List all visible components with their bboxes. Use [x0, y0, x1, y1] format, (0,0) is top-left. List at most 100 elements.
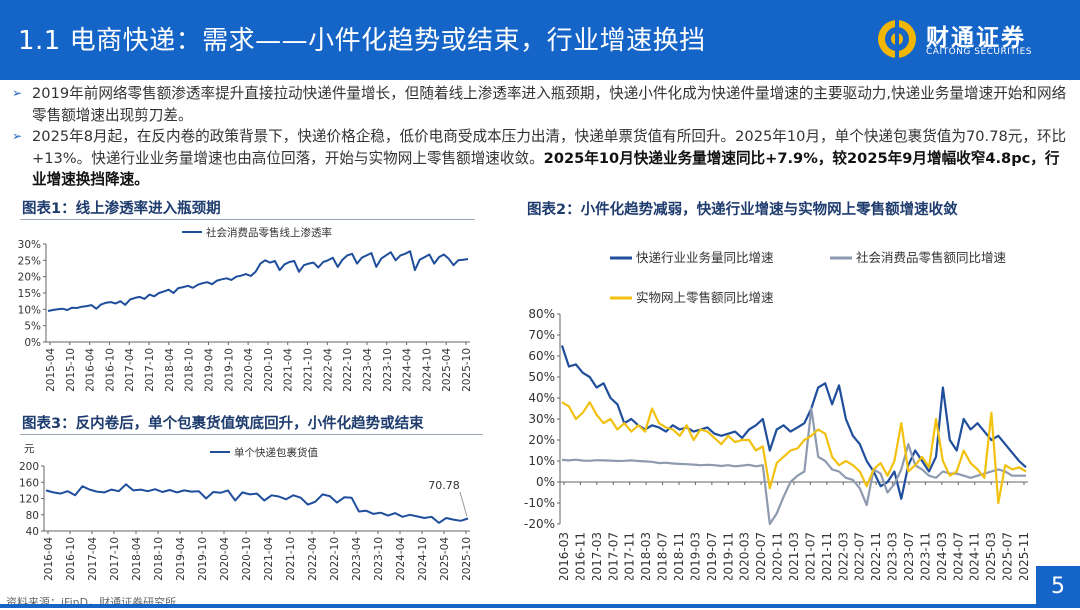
- x-tick-label: 2022-10: [329, 537, 341, 581]
- x-tick-label: 2024-07: [951, 532, 965, 580]
- y-tick-label: 160: [19, 477, 39, 489]
- logo-icon: [878, 20, 916, 58]
- x-tick-label: 2022-04: [322, 348, 334, 392]
- x-tick-label: 2024-11: [968, 532, 982, 580]
- legend-label: 快递行业业务量同比增速: [636, 250, 774, 265]
- x-tick-label: 2021-10: [285, 537, 297, 581]
- x-tick-label: 2023-07: [902, 532, 916, 580]
- x-tick-label: 2019-10: [223, 348, 235, 392]
- x-tick-label: 2020-04: [243, 348, 255, 392]
- x-tick-label: 2023-10: [373, 537, 385, 581]
- y-tick-label: 80: [26, 510, 39, 522]
- y-tick-label: 80%: [528, 307, 555, 321]
- x-tick-label: 2019-10: [197, 537, 209, 581]
- y-tick-label: 50%: [528, 370, 555, 384]
- x-tick-label: 2016-10: [65, 537, 77, 581]
- x-tick-label: 2015-10: [65, 348, 77, 392]
- x-tick-label: 2017-10: [144, 348, 156, 392]
- x-tick-label: 2020-10: [241, 537, 253, 581]
- x-tick-label: 2025-10: [461, 348, 473, 392]
- header-bar: 1.1 电商快递：需求——小件化趋势或结束，行业增速换挡 财通证券 CAITON…: [0, 0, 1080, 80]
- annotation-label: 70.78: [428, 479, 460, 492]
- x-tick-label: 2017-04: [124, 348, 136, 392]
- bullet-item: ➢ 2019年前网络零售额渗透率提升直接拉动快递件量增长，但随着线上渗透率进入瓶…: [10, 83, 1072, 126]
- chart3-parcel-value: 200 160 120 80 40 2016-04 2016-10 2017-04 2017-1…: [19, 443, 473, 581]
- x-tick-label: 2025-03: [984, 532, 998, 580]
- y-tick-label: 25%: [18, 255, 41, 267]
- x-tick-label: 2023-04: [351, 537, 363, 581]
- x-tick-label: 2022-03: [836, 532, 850, 580]
- chart1-title-divider: [20, 219, 475, 220]
- x-tick-label: 2022-10: [342, 348, 354, 392]
- x-tick-label: 2018-03: [639, 532, 653, 580]
- y-tick-label: 40: [26, 526, 39, 538]
- annotation-leader: [459, 491, 468, 517]
- series-line-0: [45, 483, 469, 524]
- x-tick-label: 2024-10: [421, 348, 433, 392]
- y-tick-label: 5%: [24, 321, 41, 333]
- series-line-2: [561, 401, 1027, 505]
- x-tick-label: 2023-04: [362, 348, 374, 392]
- y-tick-label: 20%: [18, 272, 41, 284]
- x-tick-label: 2018-07: [656, 532, 670, 580]
- x-tick-label: 2022-07: [853, 532, 867, 580]
- x-tick-label: 2025-11: [1017, 532, 1031, 580]
- bullet-list: ➢ 2019年前网络零售额渗透率提升直接拉动快递件量增长，但随着线上渗透率进入瓶…: [10, 83, 1072, 191]
- chart3-title-divider: [20, 434, 483, 435]
- bullet-bold-text: 2025年10月快递业务量增速同比+7.9%，较2025年9月增幅收窄4.8pc…: [32, 149, 1060, 189]
- x-tick-label: 2018-11: [672, 532, 686, 580]
- x-tick-label: 2021-10: [303, 348, 315, 392]
- x-tick-label: 2023-11: [918, 532, 932, 580]
- series-line-1: [561, 407, 1026, 526]
- x-tick-label: 2015-04: [45, 348, 57, 392]
- x-tick-label: 2019-04: [175, 537, 187, 581]
- legend-label: 社会消费品零售额同比增速: [856, 250, 1007, 265]
- chart1-penetration-rate: 30% 25% 20% 15% 10% 5% 0% 2015-04 2015-10 2016-04…: [18, 226, 473, 392]
- y-tick-label: 60%: [528, 349, 555, 363]
- x-tick-label: 2024-04: [402, 348, 414, 392]
- y-unit-label: 元: [24, 443, 35, 455]
- x-tick-label: 2023-10: [382, 348, 394, 392]
- x-tick-label: 2019-03: [688, 532, 702, 580]
- x-tick-label: 2017-03: [590, 532, 604, 580]
- x-tick-label: 2016-11: [573, 532, 587, 580]
- x-tick-label: 2021-07: [803, 532, 817, 580]
- y-tick-label: 120: [19, 494, 39, 506]
- y-tick-label: 15%: [18, 288, 41, 300]
- x-tick-label: 2024-04: [395, 537, 407, 581]
- x-tick-label: 2024-03: [935, 532, 949, 580]
- x-tick-label: 2020-04: [219, 537, 231, 581]
- y-tick-label: 10%: [528, 454, 555, 468]
- series-line-0: [47, 250, 469, 312]
- x-tick-label: 2017-11: [623, 532, 637, 580]
- x-tick-label: 2020-07: [754, 532, 768, 580]
- x-tick-label: 2016-04: [43, 537, 55, 581]
- x-tick-label: 2018-10: [153, 537, 165, 581]
- y-tick-label: 30%: [528, 412, 555, 426]
- x-tick-label: 2018-04: [131, 537, 143, 581]
- x-tick-label: 2016-03: [557, 532, 571, 580]
- x-tick-label: 2024-10: [417, 537, 429, 581]
- x-tick-label: 2020-03: [738, 532, 752, 580]
- legend-label: 单个快递包裹货值: [234, 446, 318, 459]
- chart1-title: 图表1：线上渗透率进入瓶颈期: [22, 201, 221, 217]
- logo-text-cn: 财通证券: [926, 25, 1026, 51]
- x-tick-label: 2017-04: [87, 537, 99, 581]
- x-tick-label: 2021-04: [263, 537, 275, 581]
- logo-text-en: CAITONG SECURITIES: [926, 47, 1032, 57]
- y-tick-label: -10%: [524, 496, 555, 510]
- series-line-0: [560, 345, 1027, 500]
- x-tick-label: 2017-10: [109, 537, 121, 581]
- bullet-arrow-icon: ➢: [12, 129, 23, 143]
- x-tick-label: 2022-04: [307, 537, 319, 581]
- x-tick-label: 2018-04: [164, 348, 176, 392]
- bullet-item: ➢ 2025年8月起，在反内卷的政策背景下，快递价格企稳，低价电商受成本压力出清…: [10, 126, 1072, 191]
- chart2-growth-convergence: 80% 70% 60% 50% 40% 30% 20% 10% 0% -10% -20%2016-0…: [524, 250, 1031, 580]
- footer-bar: [0, 604, 1036, 608]
- y-tick-label: -20%: [524, 517, 555, 531]
- legend-label: 社会消费品零售线上渗透率: [206, 226, 332, 239]
- x-tick-label: 2022-11: [869, 532, 883, 580]
- x-tick-label: 2025-04: [441, 348, 453, 392]
- x-tick-label: 2023-03: [886, 532, 900, 580]
- y-tick-label: 200: [19, 461, 39, 473]
